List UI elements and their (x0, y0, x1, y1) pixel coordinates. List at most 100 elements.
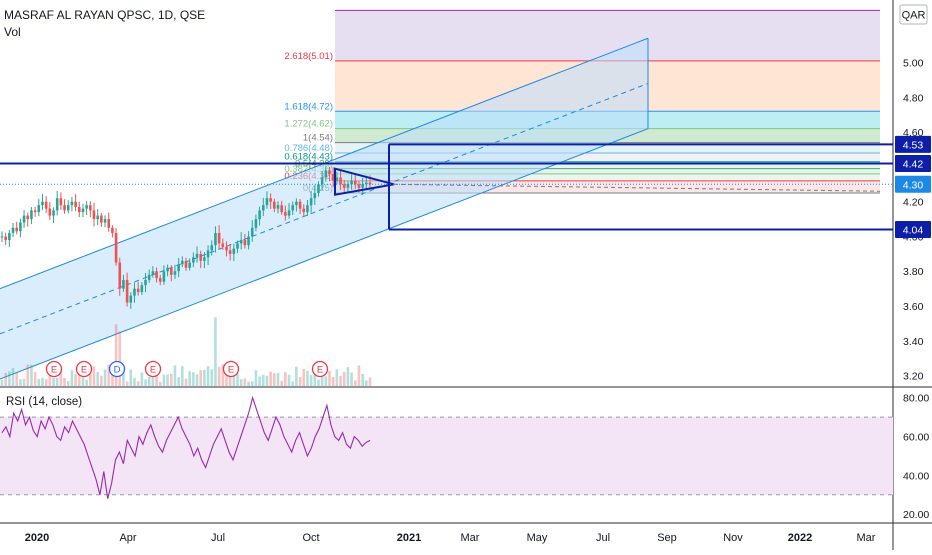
candle-body (44, 201, 48, 209)
symbol-title: MASRAF AL RAYAN QPSC, 1D, QSE (4, 8, 205, 22)
volume-bar (291, 381, 295, 386)
candle-body (192, 257, 195, 263)
candle-body (254, 219, 258, 228)
price-tick: 3.40 (903, 336, 924, 348)
candle-body (217, 232, 221, 244)
candle-body (8, 232, 11, 240)
price-badge (895, 154, 931, 172)
channel-mid (0, 82, 649, 335)
volume-bar (243, 378, 247, 386)
rsi-label: RSI (14, close) (6, 396, 82, 408)
candle-body (162, 271, 166, 282)
candle-body (232, 248, 236, 254)
fib-level-label: 1.272(4.62) (284, 119, 333, 130)
candle-body (342, 184, 346, 188)
candle-body (250, 227, 254, 237)
volume-bar (295, 366, 298, 386)
time-axis[interactable]: 2020 Apr Jul Oct 2021 Mar May Jul Sep Nov 2022 Mar (25, 532, 876, 544)
volume-bar (77, 366, 81, 386)
volume-bar (70, 370, 74, 386)
candle-body (77, 206, 81, 213)
volume-bar (261, 374, 265, 386)
time-tick: Nov (723, 532, 743, 544)
volume-bar (210, 369, 214, 386)
candle-body (136, 288, 140, 293)
candle-body (158, 278, 162, 282)
currency-button[interactable] (899, 4, 928, 25)
volume-bar (350, 372, 353, 386)
time-tick: 2022 (788, 532, 812, 544)
volume-bar (151, 375, 155, 386)
candle-body (169, 267, 173, 275)
volume-bar (236, 373, 239, 386)
volume-bar (239, 379, 243, 386)
volume-bar (63, 377, 66, 386)
candle-body (4, 236, 7, 240)
volume-bar (298, 376, 302, 386)
candle-body (107, 219, 111, 228)
candle-body (55, 198, 59, 211)
time-tick: 2021 (397, 532, 421, 544)
volume-bar (217, 367, 221, 386)
candle-body (63, 205, 66, 211)
candle-body (114, 232, 118, 263)
candle-body (339, 177, 342, 185)
candle-body (214, 232, 217, 246)
candle-body (265, 198, 269, 206)
candle-body (203, 257, 206, 261)
price-axis[interactable]: 3.203.403.603.804.004.204.404.604.805.00… (903, 58, 929, 522)
time-tick: 2020 (25, 532, 49, 544)
candle-body (276, 205, 280, 209)
volume-bar (26, 364, 30, 386)
candle-body (70, 201, 74, 206)
volume-bar (158, 381, 162, 386)
earnings-marker (108, 360, 126, 378)
volume-bar (203, 369, 206, 386)
candle-body (96, 215, 99, 220)
volume-bar (96, 372, 99, 386)
regression-channel[interactable] (0, 37, 649, 380)
candle-body (22, 215, 26, 223)
candle-body (195, 253, 199, 258)
volume-bar (11, 367, 15, 386)
volume-bar (254, 370, 258, 386)
volume-bar (147, 376, 151, 386)
candle-body (295, 201, 298, 206)
volume-bar (324, 376, 328, 386)
volume-bar (41, 377, 44, 386)
price-badge-label: 4.30 (903, 179, 924, 191)
candle-body (37, 205, 41, 213)
candle-body (118, 262, 122, 289)
earnings-marker-label: E (51, 365, 57, 376)
fib-zone (335, 173, 880, 181)
volume-bar (33, 372, 37, 386)
volume-bar (221, 364, 225, 386)
volume-bar (353, 380, 357, 386)
volume-bar (114, 324, 118, 386)
channel-lower (0, 128, 649, 380)
rsi-band (0, 417, 893, 495)
candle-body (302, 208, 306, 213)
candle-body (122, 279, 125, 289)
volume-bar (265, 375, 269, 386)
trend-drawings[interactable] (0, 143, 893, 231)
fib-zone (335, 161, 880, 169)
candle-body (11, 227, 15, 233)
fib-level-label: 1(4.54) (303, 133, 333, 144)
candle-body (19, 222, 22, 232)
candle-body (100, 215, 103, 223)
candle-body (199, 253, 203, 261)
time-tick: Oct (302, 532, 319, 544)
volume-bar (125, 381, 129, 386)
volume-bar (144, 379, 147, 386)
candle-body (243, 239, 247, 246)
candle-body (324, 170, 328, 178)
earnings-marker-label: E (317, 365, 323, 376)
candle-body (103, 219, 107, 223)
candle-body (328, 170, 331, 174)
fib-level-label: 0.618(4.43) (284, 152, 333, 163)
volume-bar (328, 370, 331, 386)
fib-level-label: 1.618(4.72) (284, 101, 333, 112)
